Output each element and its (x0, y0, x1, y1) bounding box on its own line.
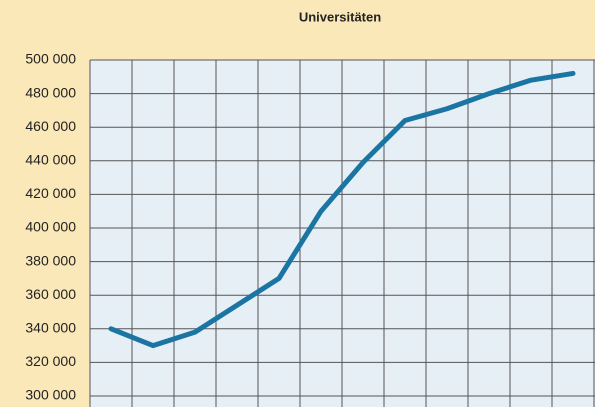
y-tick-label: 320 000 (25, 353, 76, 369)
y-tick-label: 380 000 (25, 252, 76, 268)
y-tick-label: 300 000 (25, 387, 76, 403)
y-tick-label: 480 000 (25, 84, 76, 100)
y-tick-label: 500 000 (25, 51, 76, 67)
data-line (108, 70, 576, 349)
y-tick-label: 400 000 (25, 219, 76, 235)
y-tick-label: 340 000 (25, 320, 76, 336)
chart-title: Universitäten (299, 9, 381, 24)
y-tick-label: 440 000 (25, 152, 76, 168)
y-tick-label: 420 000 (25, 185, 76, 201)
y-tick-label: 360 000 (25, 286, 76, 302)
y-tick-label: 460 000 (25, 118, 76, 134)
